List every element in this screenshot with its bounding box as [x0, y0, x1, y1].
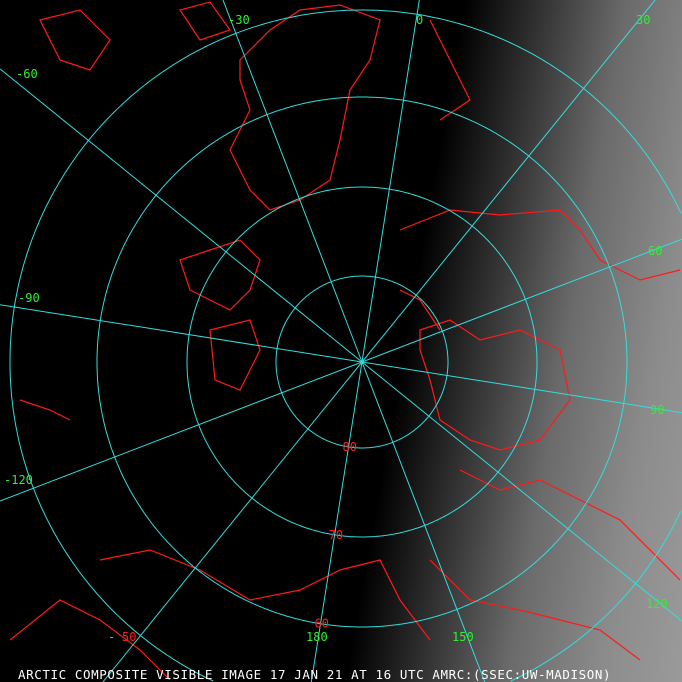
- meridian--90: [0, 304, 363, 363]
- longitude-label: 180: [306, 630, 328, 644]
- latitude-label: 60: [315, 617, 329, 631]
- longitude-label: 30: [636, 13, 650, 27]
- longitude-label: 0: [416, 13, 423, 27]
- meridian-120: [361, 361, 682, 622]
- meridian-60: [361, 238, 682, 363]
- longitude-label: -90: [18, 291, 40, 305]
- longitude-label: -60: [16, 67, 38, 81]
- coastlines: [9, 1, 681, 681]
- longitude-label: 90: [650, 403, 664, 417]
- coastline-greenland: [229, 4, 381, 211]
- longitude-label: 150: [452, 630, 474, 644]
- longitude-label: -30: [228, 13, 250, 27]
- longitude-label: -120: [4, 473, 33, 487]
- meridian--30: [222, 0, 363, 363]
- meridian--150: [102, 361, 363, 682]
- latitude-circle-60: [96, 96, 628, 628]
- longitude-label: 60: [648, 244, 662, 258]
- longitude-label: 120: [646, 597, 668, 611]
- latitude-label: 70: [329, 528, 343, 542]
- latitude-label: 50: [122, 630, 136, 644]
- graticule-labels: 80 70 60 50 0 30 60 90 120 150 180 - -120 -90 -60 -30: [4, 13, 668, 644]
- meridian-90: [361, 361, 682, 414]
- coastline-siberia: [429, 469, 681, 661]
- coastline-canada-archipelago: [39, 1, 261, 391]
- image-caption: ARCTIC COMPOSITE VISIBLE IMAGE 17 JAN 21…: [18, 667, 612, 682]
- latitude-circle-80: [275, 275, 449, 449]
- latitude-circle-70: [186, 186, 538, 538]
- meridian--60: [0, 68, 363, 363]
- coastline-alaska: [9, 399, 431, 681]
- meridian-180: [310, 361, 363, 682]
- latitude-circle-50: [9, 9, 682, 682]
- coastline-scandinavia-russia: [399, 19, 681, 451]
- meridian-0: [361, 0, 420, 363]
- meridian--120: [0, 361, 363, 502]
- latitude-label: 80: [343, 440, 357, 454]
- meridian-30: [361, 0, 656, 363]
- longitude-label: -: [108, 630, 115, 644]
- meridian-150: [361, 361, 486, 682]
